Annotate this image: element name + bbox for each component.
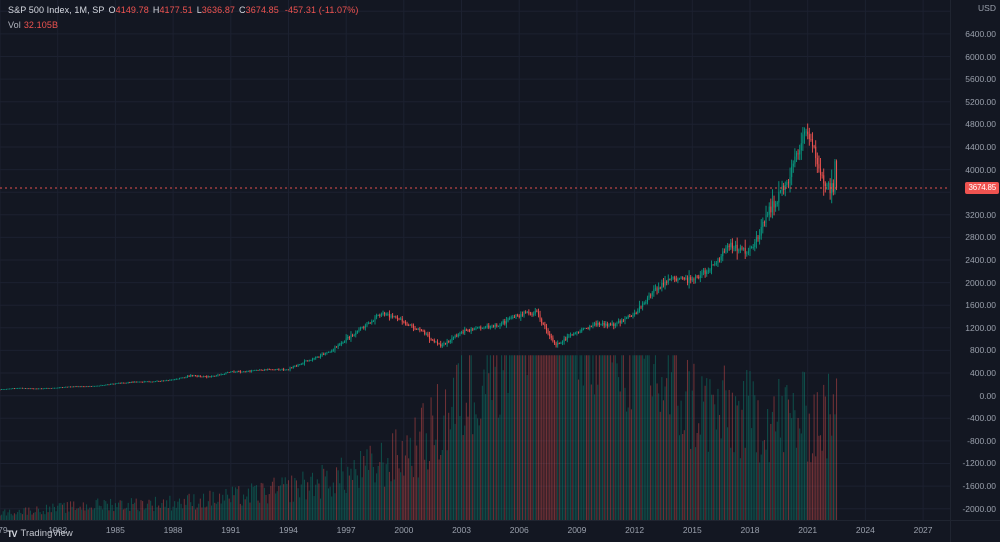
low-label: L (196, 5, 202, 15)
close-label: C (239, 5, 246, 15)
time-tick: 1994 (278, 525, 298, 535)
plot-area[interactable] (0, 0, 950, 520)
tradingview-logo[interactable]: TV TradingView (7, 528, 73, 539)
time-tick: 2015 (682, 525, 702, 535)
tradingview-wordmark: TradingView (20, 528, 73, 539)
candlestick-series[interactable] (0, 0, 950, 520)
price-tick: 5200.00 (965, 96, 996, 107)
time-tick: 2006 (509, 525, 529, 535)
currency-label: USD (978, 3, 996, 13)
price-tick: 4400.00 (965, 141, 996, 152)
price-tick: 400.00 (970, 368, 996, 379)
time-tick: 2024 (855, 525, 875, 535)
price-tick: 0.00 (979, 390, 996, 401)
legend-volume-row[interactable]: Vol 32.105B (8, 19, 358, 31)
symbol-title[interactable]: S&P 500 Index, 1M, SP (8, 5, 105, 15)
time-tick: 1997 (336, 525, 356, 535)
price-tick: 2400.00 (965, 255, 996, 265)
price-tick: -1200.00 (962, 458, 996, 469)
last-price-badge: 3674.85 (965, 181, 999, 194)
price-tick: 6400.00 (965, 28, 996, 39)
price-axis[interactable]: USD 3674.85 6400.00 6000.00 5600.00 5200.00… (950, 0, 1000, 520)
time-tick: 2027 (913, 525, 933, 535)
price-tick: 3200.00 (965, 209, 996, 220)
axis-corner (950, 520, 1000, 542)
volume-label: Vol (8, 20, 21, 30)
high-value: 4177.51 (159, 5, 193, 15)
price-tick: 2000.00 (965, 277, 996, 288)
time-tick: 1982 (48, 525, 68, 535)
price-tick: -800.00 (967, 435, 996, 446)
price-tick: -2000.00 (962, 503, 996, 514)
time-tick: 1985 (105, 525, 125, 535)
time-tick: 79 (0, 525, 8, 535)
price-tick: -1600.00 (962, 481, 996, 492)
time-tick: 2012 (625, 525, 645, 535)
price-tick: 4000.00 (965, 164, 996, 175)
time-axis[interactable]: 79 1982 1985 1988 1991 1994 1997 2000 2003 2006 20… (0, 520, 950, 542)
price-tick: 5600.00 (965, 74, 996, 85)
time-tick: 2000 (394, 525, 414, 535)
close-value: 3674.85 (245, 5, 279, 15)
price-tick: -400.00 (967, 413, 996, 424)
open-value: 4149.78 (115, 5, 149, 15)
open-label: O (108, 5, 116, 15)
price-tick: 6000.00 (965, 51, 996, 62)
change-value: -457.31 (-11.07%) (284, 5, 359, 15)
volume-value: 32.105B (23, 20, 59, 30)
time-tick: 2009 (567, 525, 587, 535)
legend-ohlc-row[interactable]: S&P 500 Index, 1M, SP O4149.78 H4177.51 L36… (8, 4, 358, 16)
time-tick: 2003 (452, 525, 471, 535)
low-value: 3636.87 (201, 5, 236, 15)
price-tick: 4800.00 (965, 119, 996, 130)
high-label: H (152, 5, 160, 15)
time-tick: 2018 (740, 525, 760, 535)
time-tick: 1991 (221, 525, 241, 535)
time-tick: 2021 (798, 525, 818, 535)
chart-legend: S&P 500 Index, 1M, SP O4149.78 H4177.51 L36… (8, 4, 358, 31)
price-tick: 1200.00 (965, 322, 996, 333)
tradingview-mark-icon: TV (7, 528, 17, 539)
price-tick: 800.00 (970, 345, 996, 356)
price-tick: 2800.00 (965, 232, 996, 243)
time-tick: 1988 (163, 525, 183, 535)
price-tick: 1600.00 (965, 300, 996, 311)
chart-gridlines (0, 0, 950, 520)
